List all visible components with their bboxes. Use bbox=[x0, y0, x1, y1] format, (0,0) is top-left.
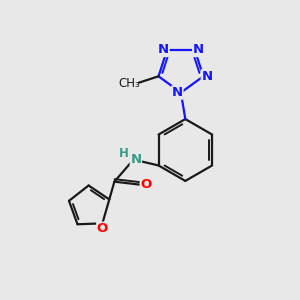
Text: O: O bbox=[97, 222, 108, 235]
Text: N: N bbox=[201, 70, 212, 83]
Text: N: N bbox=[172, 86, 183, 99]
Text: N: N bbox=[193, 44, 204, 56]
Text: N: N bbox=[158, 44, 169, 56]
Text: CH₃: CH₃ bbox=[118, 77, 140, 90]
Text: N: N bbox=[130, 153, 141, 166]
Text: H: H bbox=[119, 147, 129, 160]
Text: O: O bbox=[140, 178, 152, 191]
